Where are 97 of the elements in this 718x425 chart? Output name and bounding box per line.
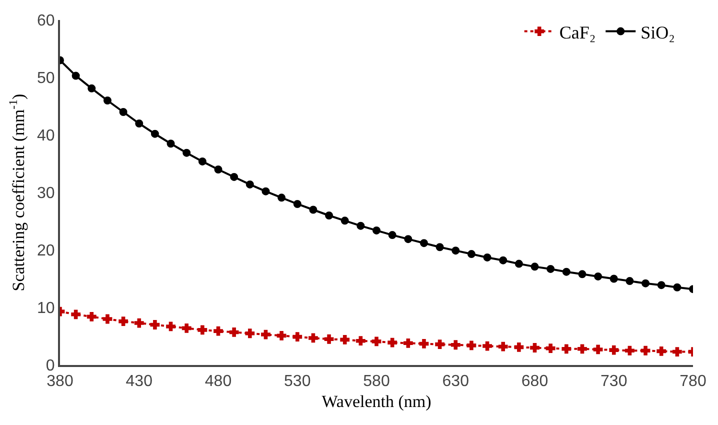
point	[276, 330, 286, 340]
y-tick-label: 30	[37, 185, 55, 202]
point	[610, 274, 618, 283]
x-axis-title: Wavelenth (nm)	[322, 392, 432, 412]
point	[467, 250, 476, 258]
point	[450, 340, 460, 350]
point	[150, 130, 159, 138]
point	[483, 253, 492, 262]
point	[530, 343, 540, 352]
point	[134, 318, 144, 328]
point	[546, 344, 556, 354]
point	[261, 330, 270, 340]
point	[419, 339, 429, 348]
point	[546, 264, 555, 273]
x-tick-label: 480	[204, 373, 232, 390]
point	[657, 281, 666, 290]
point	[452, 246, 460, 255]
point	[182, 148, 191, 157]
point	[119, 108, 128, 116]
point	[292, 332, 302, 342]
x-tick-label: 630	[442, 373, 470, 390]
point	[578, 344, 587, 354]
point	[88, 84, 96, 92]
y-tick-label: 20	[37, 242, 55, 260]
x-tick-label: 780	[680, 373, 706, 390]
legend-label: CaF₂	[559, 22, 596, 42]
point	[182, 324, 192, 333]
point	[562, 268, 570, 276]
point	[340, 335, 350, 344]
point	[324, 334, 334, 344]
point	[102, 314, 112, 324]
point	[626, 277, 634, 286]
point	[388, 231, 396, 240]
point	[309, 206, 318, 214]
point	[325, 212, 334, 220]
point	[166, 322, 176, 332]
point	[482, 341, 492, 351]
point	[230, 172, 238, 181]
point	[198, 325, 208, 335]
point	[514, 260, 523, 268]
x-tick-label: 530	[284, 373, 311, 390]
point	[71, 310, 81, 320]
point	[609, 345, 619, 355]
point	[466, 340, 476, 350]
point	[625, 346, 634, 356]
point	[278, 194, 286, 202]
point	[86, 312, 96, 322]
x-tick-label: 680	[521, 373, 548, 390]
point	[245, 328, 255, 338]
point	[198, 157, 206, 166]
point	[135, 120, 144, 128]
point	[356, 222, 365, 230]
point	[420, 239, 428, 248]
x-tick-label: 430	[126, 373, 153, 390]
y-tick-label: 50	[37, 70, 55, 88]
point	[246, 180, 254, 188]
point	[640, 346, 650, 356]
point	[672, 347, 682, 356]
point	[578, 270, 586, 278]
point	[435, 340, 444, 349]
point	[388, 338, 398, 348]
point	[262, 187, 270, 196]
point	[499, 256, 508, 264]
point	[673, 283, 682, 292]
point	[403, 338, 413, 348]
y-tick-label: 0	[46, 358, 55, 375]
point	[308, 333, 318, 343]
point	[514, 342, 524, 352]
point	[372, 336, 382, 346]
point	[594, 272, 602, 280]
point	[214, 326, 223, 336]
point	[656, 346, 666, 356]
point	[593, 344, 603, 354]
point	[372, 226, 380, 234]
point	[229, 328, 239, 337]
point	[150, 320, 160, 330]
point	[103, 96, 112, 104]
point	[356, 336, 366, 346]
point	[72, 72, 80, 80]
point	[498, 342, 508, 352]
y-tick-label: 40	[37, 128, 55, 145]
x-tick-label: 380	[46, 373, 74, 390]
point	[530, 262, 539, 271]
y-tick-label: 60	[37, 12, 55, 30]
point	[404, 235, 412, 244]
legend-label: SiO₂	[640, 22, 675, 42]
point	[340, 216, 349, 225]
y-tick-label: 10	[37, 300, 55, 318]
point	[436, 243, 444, 252]
point	[642, 279, 650, 288]
point	[166, 140, 175, 148]
point	[118, 316, 128, 326]
point	[214, 166, 222, 174]
x-tick-label: 580	[363, 373, 390, 390]
x-tick-label: 730	[600, 373, 628, 390]
point	[293, 200, 302, 208]
point	[562, 344, 572, 354]
